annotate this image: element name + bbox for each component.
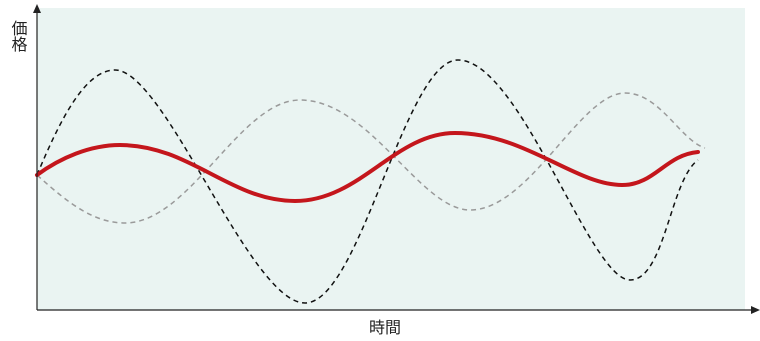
gray-dashed-curve [36, 92, 706, 224]
x-axis-arrow [751, 306, 760, 314]
black-dashed-curve [36, 59, 699, 304]
red-curve [35, 130, 700, 204]
y-axis-label: 価格 [9, 20, 28, 52]
x-axis-label: 時間 [369, 318, 401, 337]
y-axis-arrow [33, 4, 41, 13]
